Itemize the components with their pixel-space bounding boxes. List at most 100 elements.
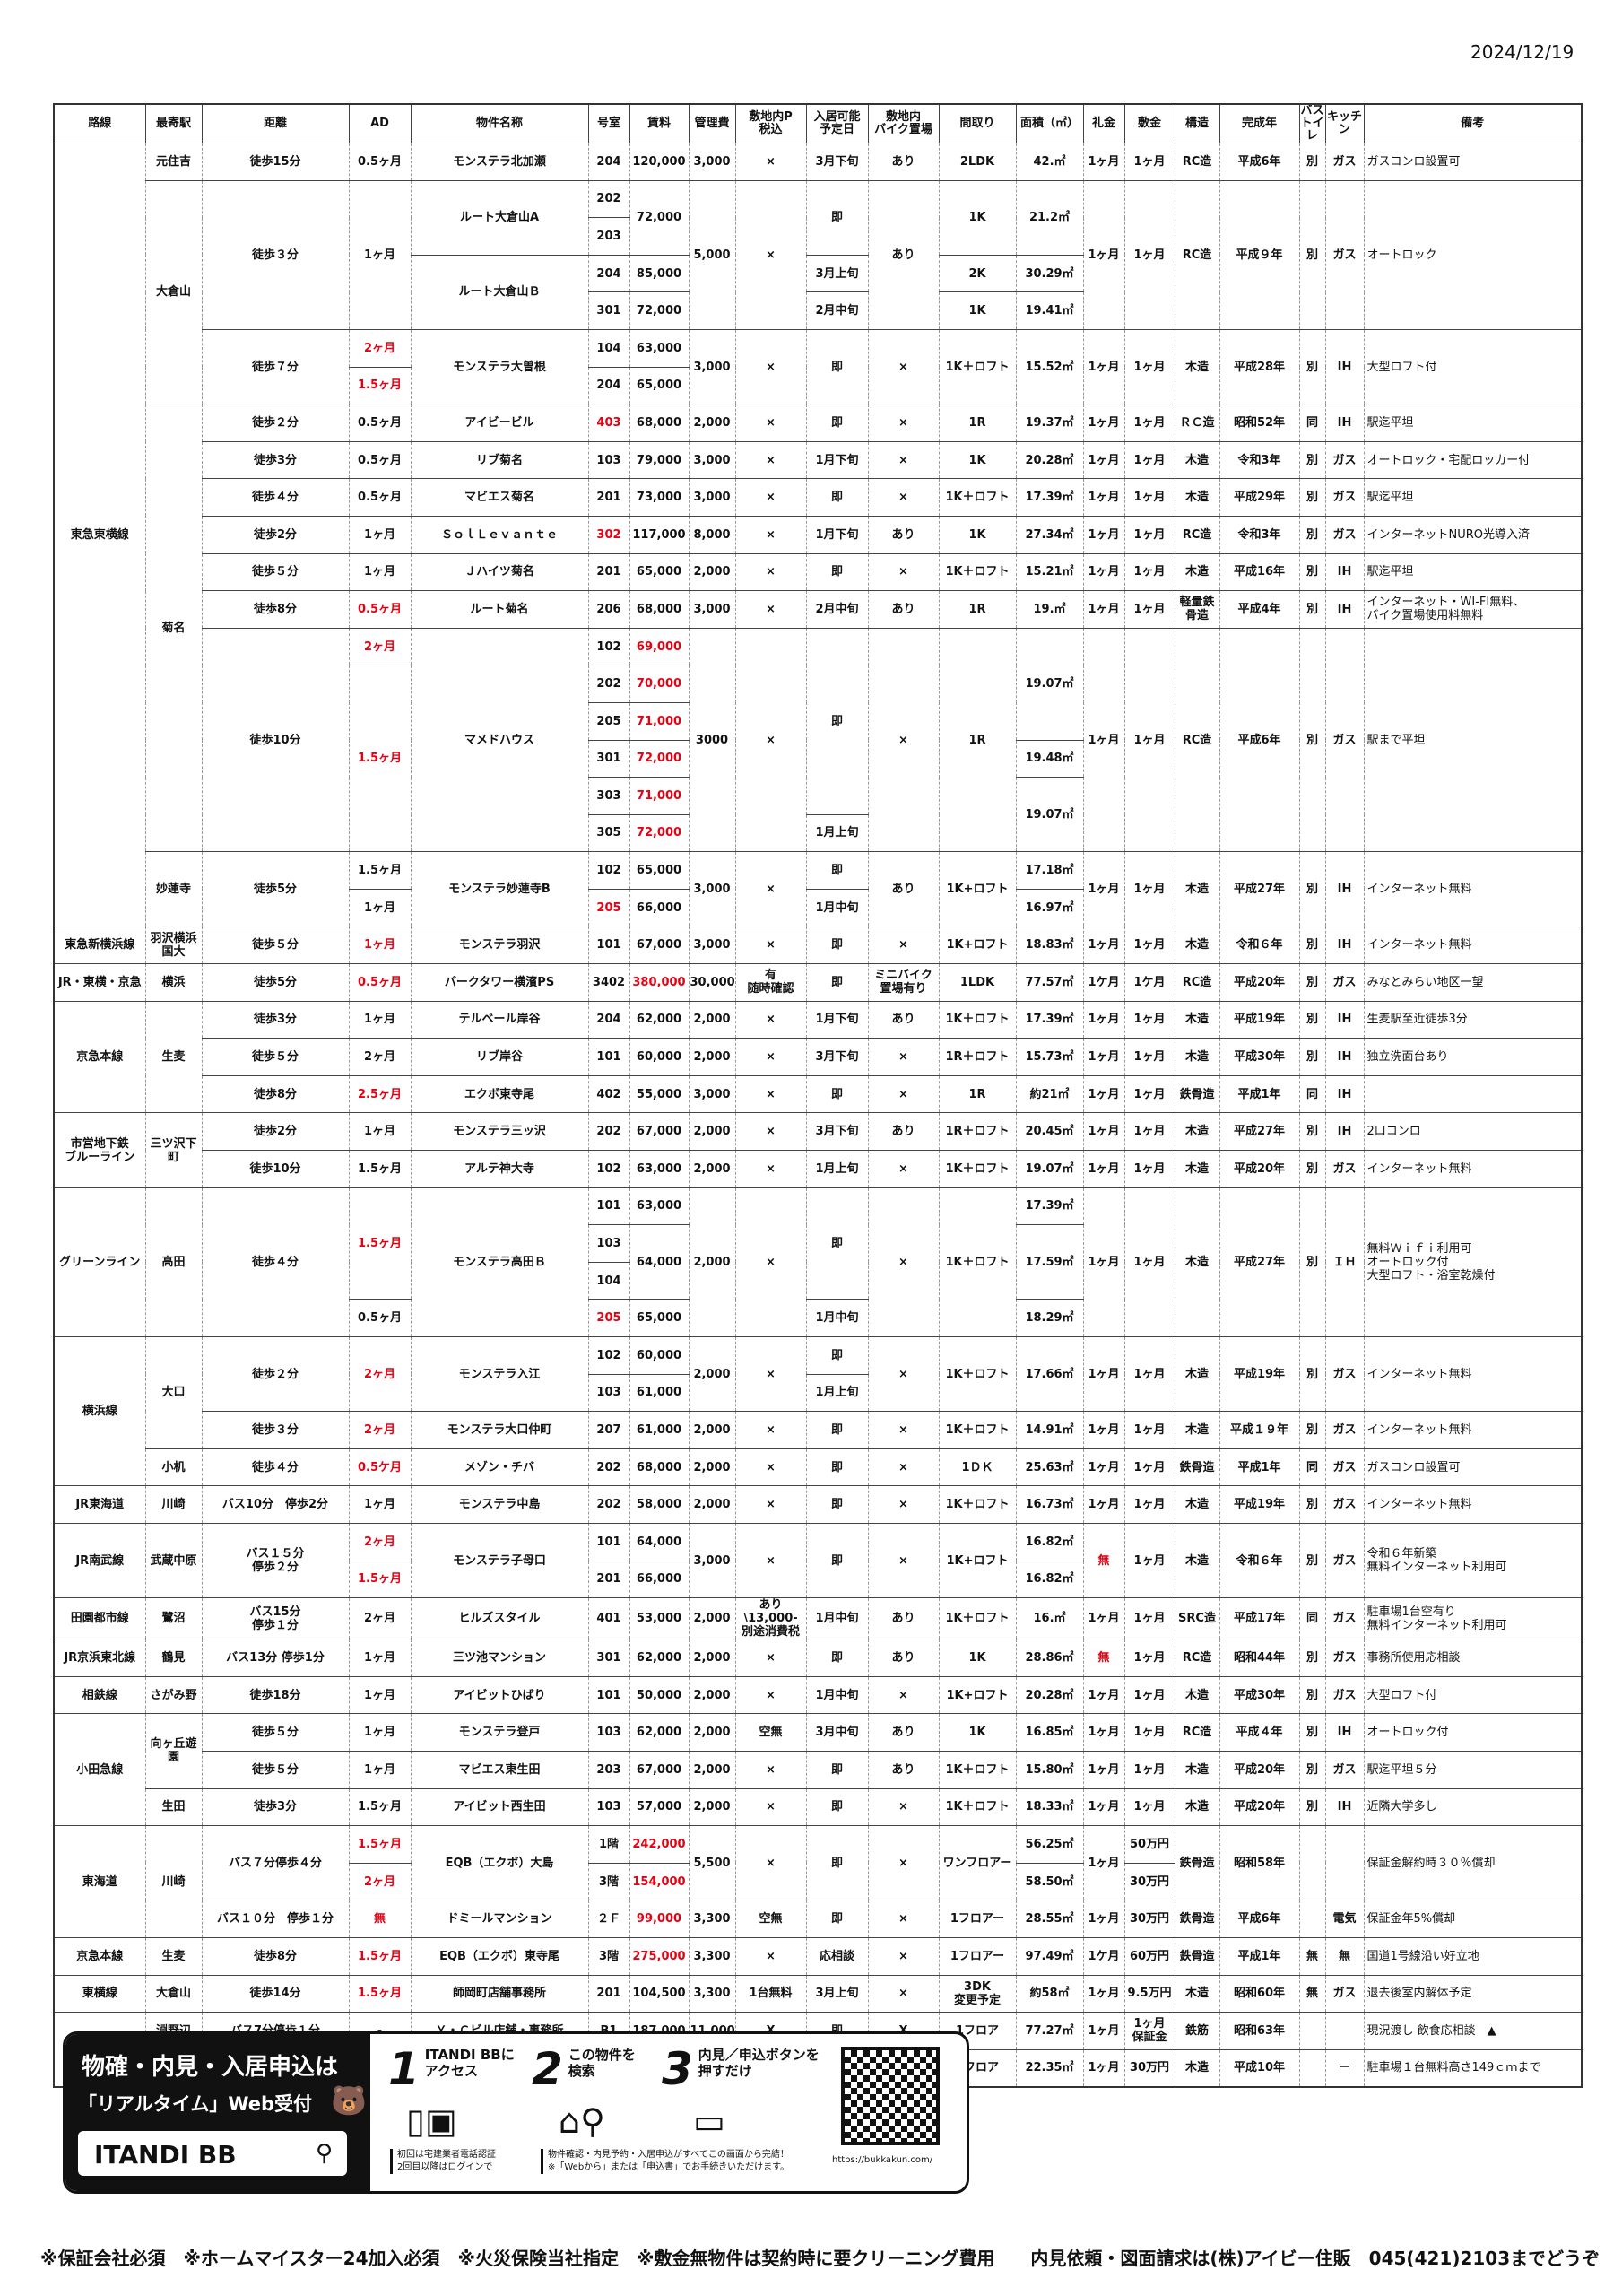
cell-move-in: 即 (805, 328, 869, 405)
cell-kitchen (1324, 2012, 1365, 2050)
cell-bike-parking: × (867, 1411, 940, 1449)
table-row: JR東海道 川崎 バス10分 停歩2分 1ヶ月 モンステラ中島 202 58,000 2,00… (53, 1485, 1583, 1524)
cell-room: 204 (587, 1000, 630, 1039)
cell-kitchen: ガス (1324, 1150, 1365, 1188)
cell-line: 京急本線 (53, 1936, 146, 1976)
column-header: キッチン (1324, 103, 1365, 144)
cell-bath-toilet (1298, 1825, 1326, 1901)
qr-code[interactable] (841, 2047, 940, 2145)
cell-property-name: アルテ神大寺 (410, 1150, 589, 1188)
cell-note: 近隣大学多し (1363, 1787, 1583, 1827)
table-row: 大倉山 徒歩３分 1ヶ月 ルート大倉山A 202 72,000 5,000 × 即あり 1K 21.… (54, 179, 1583, 405)
table-row: 301 72,000 19.48㎡ (54, 739, 1582, 778)
cell-bath-toilet: 別 (1298, 515, 1326, 554)
table-row: 203 (54, 217, 1582, 256)
cell-parking: 空無 (734, 1713, 807, 1752)
cell-note: 令和６年新築 無料インターネット利用可 (1363, 1522, 1583, 1599)
search-box[interactable]: ITANDI BB ⚲ (78, 2131, 347, 2176)
cell-station: 横浜 (144, 963, 203, 1002)
cell-area: 約21㎡ (1015, 1074, 1084, 1114)
cell-deposit: 1ヶ月 (1123, 1787, 1175, 1827)
cell-rent: 72,000 (629, 813, 690, 853)
cell-property-name: アイビービル (410, 404, 589, 442)
cell-room: 101 (587, 1187, 630, 1226)
cell-fee: 3,000 (688, 1522, 736, 1599)
cell-room: 201 (587, 552, 630, 592)
cell-layout: 3DK 変更予定 (938, 1974, 1017, 2013)
table-row: 103 64,000 17.59㎡ (54, 1224, 1582, 1300)
cell-area: 17.66㎡ (1015, 1335, 1084, 1413)
cell-parking: × (734, 1187, 807, 1338)
cell-line: 田園都市線 (53, 1597, 146, 1640)
cell-rent: 67,000 (629, 1750, 690, 1789)
cell-structure: ＲＣ造 (1174, 404, 1220, 442)
cell-built: 平成27年 (1219, 1112, 1300, 1152)
cell-layout: 1K+ロフト (938, 1522, 1017, 1599)
cell-area: 18.33㎡ (1015, 1787, 1084, 1827)
cell-parking: 有 随時確認 (734, 963, 807, 1002)
cell-ad: 1.5ヶ月 (348, 1560, 412, 1599)
cell-room: 103 (587, 1373, 630, 1413)
cell-ad: 2ヶ月 (348, 1335, 412, 1413)
cell-ad: 2ヶ月 (348, 1597, 412, 1640)
cell-parking: 空無 (734, 1900, 807, 1938)
cell-bath-toilet: 別 (1298, 1522, 1326, 1599)
cell-move-in: 即 (805, 1750, 869, 1789)
cell-rent: 104,500 (629, 1974, 690, 2013)
cell-layout: 1K＋ロフト (938, 478, 1017, 517)
cell-area: 19.㎡ (1015, 590, 1084, 629)
cell-property-name: Ｊハイツ菊名 (410, 552, 589, 592)
cell-area: 77.57㎡ (1015, 963, 1084, 1002)
cell-bath-toilet: 別 (1298, 1675, 1326, 1715)
qr-url[interactable]: https://bukkakun.com/ (832, 2155, 933, 2165)
cell-kitchen: IH (1324, 1000, 1365, 1039)
cell-bath-toilet: 別 (1298, 143, 1326, 181)
cell-rent: 65,000 (629, 1299, 690, 1337)
table-row: 小田急線 向ヶ丘遊園 徒歩５分 1ヶ月 モンステラ登戸 103 62,000 2,000 空無 3… (53, 1713, 1583, 1827)
cell-ad: 2ヶ月 (348, 1038, 412, 1076)
cell-room: 101 (587, 926, 630, 965)
cell-station: 生麦 (144, 1936, 203, 1976)
cell-move-in: 3月上旬 (805, 254, 869, 293)
cell-rent: 69,000 (629, 627, 690, 666)
cell-fee: 3,000 (688, 851, 736, 927)
cell-kitchen: ガス (1324, 1675, 1365, 1715)
cell-ad: 2ヶ月 (348, 627, 412, 666)
cell-structure: 木造 (1174, 1522, 1220, 1599)
cell-move-in: 1月上旬 (805, 1373, 869, 1413)
cell-distance: 徒歩７分 (201, 328, 350, 405)
cell-ad: 1ヶ月 (348, 1000, 412, 1039)
cell-room: 202 (587, 1448, 630, 1487)
cell-rent: 73,000 (629, 478, 690, 517)
cell-bath-toilet: 別 (1298, 440, 1326, 480)
cell-key-money: 1ヶ月 (1082, 478, 1125, 517)
cell-rent: 64,000 (629, 1224, 690, 1300)
cell-rent: 65,000 (629, 851, 690, 890)
column-header: 入居可能 予定日 (805, 103, 869, 144)
table-row: 104 (54, 1261, 1582, 1300)
cell-station: 菊名 (144, 404, 203, 853)
cell-built: 平成30年 (1219, 1038, 1300, 1076)
cell-bike-parking: × (867, 926, 940, 965)
cell-key-money: 1ヶ月 (1082, 1411, 1125, 1449)
cell-built: 昭和63年 (1219, 2012, 1300, 2050)
itandi-bb-banner[interactable]: 物確・内見・入居申込は 「リアルタイム」Web受付 🐻 ITANDI BB ⚲ … (63, 2031, 969, 2194)
cell-note: ガスコンロ設置可 (1363, 1448, 1583, 1487)
column-header: 最寄駅 (144, 103, 203, 144)
cell-ad: 0.5ヶ月 (348, 404, 412, 442)
cell-note: オートロック付 (1363, 1713, 1583, 1752)
cell-note: インターネット無料 (1363, 1485, 1583, 1524)
cell-bike-parking: あり (867, 1639, 940, 1677)
cell-station: 鶴見 (144, 1639, 203, 1677)
cell-rent: 65,000 (629, 366, 690, 405)
cell-kitchen: ガス (1324, 143, 1365, 181)
cell-bike-parking: × (867, 1900, 940, 1938)
cell-layout: 1K＋ロフト (938, 1750, 1017, 1789)
cell-deposit: 1ヶ月 (1123, 143, 1175, 181)
cell-ad: 1ヶ月 (348, 888, 412, 927)
cell-built: 平成20年 (1219, 1150, 1300, 1188)
cell-built: 平成20年 (1219, 1787, 1300, 1827)
cell-parking: × (734, 627, 807, 853)
cell-built: 令和3年 (1219, 515, 1300, 554)
table-row: 東急新横浜線 羽沢横浜国大 徒歩５分 1ヶ月 モンステラ羽沢 101 67,000 3,000… (53, 926, 1583, 965)
